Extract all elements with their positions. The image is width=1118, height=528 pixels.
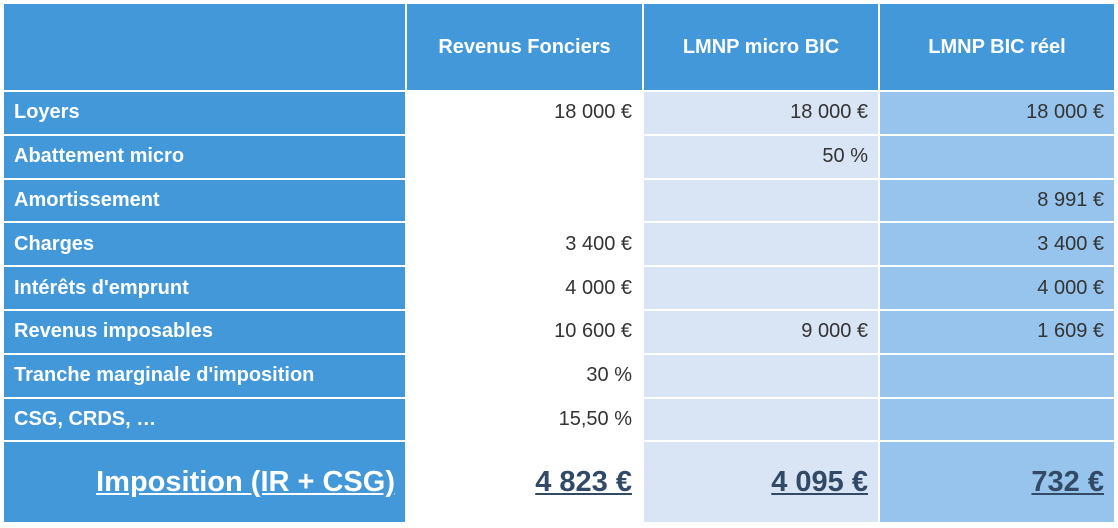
header-row: Revenus Fonciers LMNP micro BIC LMNP BIC… — [2, 2, 1116, 92]
cell-revenus-fonciers — [405, 133, 644, 180]
header-corner — [2, 2, 407, 92]
cell-lmnp-micro-bic — [642, 352, 880, 399]
table-row: Intérêts d'emprunt 4 000 € 4 000 € — [2, 265, 1116, 311]
table-row: Abattement micro 50 % — [2, 133, 1116, 180]
cell-lmnp-bic-reel: 1 609 € — [878, 308, 1116, 355]
cell-revenus-fonciers: 15,50 % — [405, 396, 644, 443]
row-label: Intérêts d'emprunt — [2, 265, 407, 311]
cell-lmnp-micro-bic — [642, 265, 880, 311]
row-label: Amortissement — [2, 177, 407, 224]
cell-revenus-fonciers: 4 000 € — [405, 265, 644, 311]
header-lmnp-micro-bic: LMNP micro BIC — [642, 2, 880, 92]
total-revenus-fonciers: 4 823 € — [405, 440, 644, 525]
cell-revenus-fonciers: 3 400 € — [405, 221, 644, 268]
cell-lmnp-bic-reel: 8 991 € — [878, 177, 1116, 224]
table-row: CSG, CRDS, … 15,50 % — [2, 396, 1116, 443]
header-revenus-fonciers: Revenus Fonciers — [405, 2, 644, 92]
row-label: CSG, CRDS, … — [2, 396, 407, 443]
cell-lmnp-bic-reel: 4 000 € — [878, 265, 1116, 311]
header-lmnp-bic-reel: LMNP BIC réel — [878, 2, 1116, 92]
table-row: Tranche marginale d'imposition 30 % — [2, 352, 1116, 399]
cell-lmnp-micro-bic: 50 % — [642, 133, 880, 180]
cell-lmnp-micro-bic: 18 000 € — [642, 90, 880, 136]
total-lmnp-micro-bic: 4 095 € — [642, 440, 880, 525]
cell-lmnp-micro-bic: 9 000 € — [642, 308, 880, 355]
total-lmnp-bic-reel: 732 € — [878, 440, 1116, 525]
cell-lmnp-micro-bic — [642, 221, 880, 268]
row-label: Revenus imposables — [2, 308, 407, 355]
table-row: Charges 3 400 € 3 400 € — [2, 221, 1116, 268]
table-row: Loyers 18 000 € 18 000 € 18 000 € — [2, 90, 1116, 136]
table-row: Revenus imposables 10 600 € 9 000 € 1 60… — [2, 308, 1116, 355]
cell-lmnp-bic-reel — [878, 396, 1116, 443]
cell-lmnp-micro-bic — [642, 177, 880, 224]
cell-lmnp-bic-reel — [878, 133, 1116, 180]
row-label: Abattement micro — [2, 133, 407, 180]
table-row: Amortissement 8 991 € — [2, 177, 1116, 224]
cell-lmnp-bic-reel: 3 400 € — [878, 221, 1116, 268]
total-label: Imposition (IR + CSG) — [2, 440, 407, 525]
cell-lmnp-bic-reel: 18 000 € — [878, 90, 1116, 136]
cell-revenus-fonciers — [405, 177, 644, 224]
cell-revenus-fonciers: 18 000 € — [405, 90, 644, 136]
row-label: Tranche marginale d'imposition — [2, 352, 407, 399]
cell-lmnp-micro-bic — [642, 396, 880, 443]
cell-revenus-fonciers: 30 % — [405, 352, 644, 399]
row-label: Loyers — [2, 90, 407, 136]
total-row: Imposition (IR + CSG) 4 823 € 4 095 € 73… — [2, 440, 1116, 525]
row-label: Charges — [2, 221, 407, 268]
cell-revenus-fonciers: 10 600 € — [405, 308, 644, 355]
cell-lmnp-bic-reel — [878, 352, 1116, 399]
